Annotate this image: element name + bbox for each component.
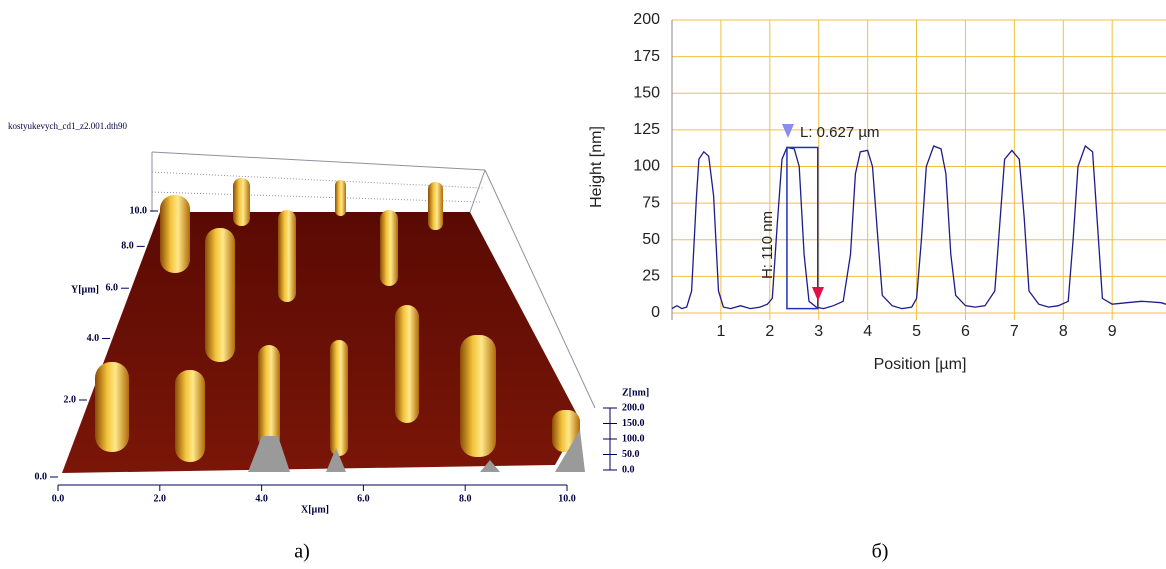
y-tick-label: 2.0 xyxy=(63,394,76,405)
y-axis-label: Height [nm] xyxy=(588,126,605,208)
x-axis-label: Position [µm] xyxy=(874,356,967,373)
profile-line xyxy=(671,144,1166,310)
x-tick-label: 2 xyxy=(765,323,774,340)
x-tick-label: 2.0 xyxy=(154,493,167,504)
x-tick-label: 7 xyxy=(1010,323,1019,340)
x-axis-label: X[µm] xyxy=(301,504,329,515)
y-tick-label: 0.0 xyxy=(35,471,48,482)
y-tick-label: 150 xyxy=(633,84,660,101)
surface-frame xyxy=(151,151,596,409)
x-tick-label: 3 xyxy=(814,323,823,340)
x-tick-label: 5 xyxy=(912,323,921,340)
y-tick-label: 75 xyxy=(642,194,660,211)
surface-title: kostyukevych_cd1_z2.001.dth90 xyxy=(8,121,127,131)
x-tick-label: 8.0 xyxy=(459,493,472,504)
surface-floor xyxy=(62,212,580,473)
cursor-marker xyxy=(782,124,794,138)
caption: б) xyxy=(872,541,889,563)
y-axis-label: Y[µm] xyxy=(71,284,99,295)
annotation: L: 0.627 µm xyxy=(800,124,880,141)
annotation: H: 110 nm xyxy=(759,211,776,279)
y-tick-label: 6.0 xyxy=(105,283,118,294)
x-tick-label: 9 xyxy=(1108,323,1117,340)
x-tick-label: 6.0 xyxy=(357,493,370,504)
y-tick-label: 100 xyxy=(633,158,660,175)
y-tick-label: 10.0 xyxy=(130,205,148,216)
z-tick-label: 150.0 xyxy=(622,418,645,429)
y-tick-label: 25 xyxy=(642,268,660,285)
z-tick-label: 50.0 xyxy=(622,449,640,460)
x-tick-label: 8 xyxy=(1059,323,1068,340)
x-tick-label: 4 xyxy=(863,323,872,340)
caption: а) xyxy=(294,541,310,563)
x-tick-label: 1 xyxy=(716,323,725,340)
y-tick-label: 0 xyxy=(651,304,660,321)
x-tick-label: 0.0 xyxy=(52,493,65,504)
z-tick-label: 100.0 xyxy=(622,433,645,444)
cursor-box xyxy=(786,146,819,310)
x-tick-label: 10.0 xyxy=(558,493,576,504)
z-tick-label: 200.0 xyxy=(622,402,645,413)
surface-cut xyxy=(248,430,585,472)
x-tick-label: 4.0 xyxy=(255,493,268,504)
z-axis-label: Z[nm] xyxy=(622,387,649,398)
y-tick-label: 200 xyxy=(633,11,660,28)
surface-ridges xyxy=(95,178,580,462)
y-tick-label: 125 xyxy=(633,121,660,138)
y-tick-label: 8.0 xyxy=(121,241,134,252)
y-tick-label: 175 xyxy=(633,48,660,65)
cursor-marker xyxy=(812,287,824,301)
y-tick-label: 4.0 xyxy=(87,333,100,344)
x-tick-label: 6 xyxy=(961,323,970,340)
z-tick-label: 0.0 xyxy=(622,464,635,475)
y-tick-label: 50 xyxy=(642,231,660,248)
